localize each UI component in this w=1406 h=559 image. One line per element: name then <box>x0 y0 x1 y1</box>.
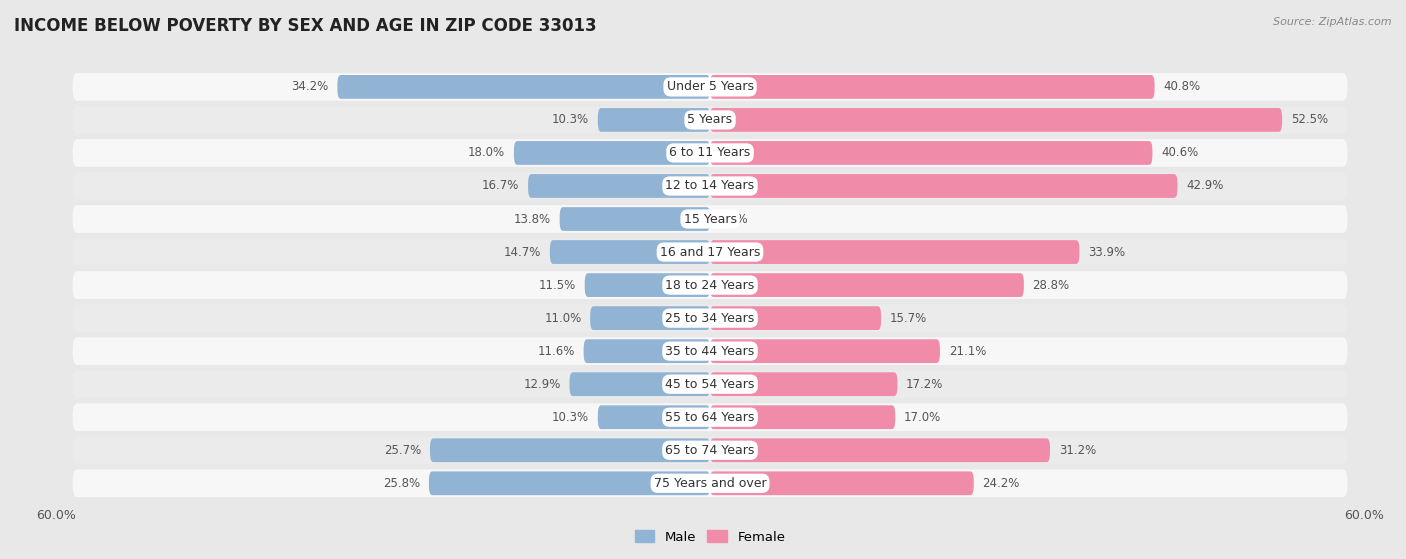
Text: 11.6%: 11.6% <box>537 345 575 358</box>
Text: 13.8%: 13.8% <box>513 212 551 225</box>
Text: 25.7%: 25.7% <box>384 444 422 457</box>
FancyBboxPatch shape <box>73 139 1347 167</box>
Text: 28.8%: 28.8% <box>1032 278 1070 292</box>
Text: 65 to 74 Years: 65 to 74 Years <box>665 444 755 457</box>
Text: 15.7%: 15.7% <box>890 311 927 325</box>
Text: 34.2%: 34.2% <box>291 80 329 93</box>
Text: 21.1%: 21.1% <box>949 345 986 358</box>
Text: 31.2%: 31.2% <box>1059 444 1095 457</box>
Text: 11.0%: 11.0% <box>544 311 582 325</box>
FancyBboxPatch shape <box>515 141 710 165</box>
Text: 16.7%: 16.7% <box>482 179 519 192</box>
FancyBboxPatch shape <box>73 404 1347 431</box>
FancyBboxPatch shape <box>73 238 1347 266</box>
Text: 75 Years and over: 75 Years and over <box>654 477 766 490</box>
Text: 55 to 64 Years: 55 to 64 Years <box>665 411 755 424</box>
Text: 12 to 14 Years: 12 to 14 Years <box>665 179 755 192</box>
FancyBboxPatch shape <box>710 273 1024 297</box>
FancyBboxPatch shape <box>73 304 1347 332</box>
Text: 18 to 24 Years: 18 to 24 Years <box>665 278 755 292</box>
Text: Source: ZipAtlas.com: Source: ZipAtlas.com <box>1274 17 1392 27</box>
FancyBboxPatch shape <box>710 372 897 396</box>
FancyBboxPatch shape <box>529 174 710 198</box>
Text: 5 Years: 5 Years <box>688 113 733 126</box>
Text: 17.0%: 17.0% <box>904 411 941 424</box>
FancyBboxPatch shape <box>73 337 1347 365</box>
FancyBboxPatch shape <box>585 273 710 297</box>
FancyBboxPatch shape <box>73 172 1347 200</box>
Text: 42.9%: 42.9% <box>1187 179 1223 192</box>
Text: 45 to 54 Years: 45 to 54 Years <box>665 378 755 391</box>
Text: 25.8%: 25.8% <box>382 477 420 490</box>
Text: 10.3%: 10.3% <box>553 113 589 126</box>
FancyBboxPatch shape <box>73 370 1347 398</box>
Text: 6 to 11 Years: 6 to 11 Years <box>669 146 751 159</box>
FancyBboxPatch shape <box>569 372 710 396</box>
FancyBboxPatch shape <box>73 470 1347 497</box>
FancyBboxPatch shape <box>710 339 941 363</box>
FancyBboxPatch shape <box>73 73 1347 101</box>
Text: 12.9%: 12.9% <box>523 378 561 391</box>
FancyBboxPatch shape <box>73 271 1347 299</box>
Text: 0.0%: 0.0% <box>718 212 748 225</box>
Text: 14.7%: 14.7% <box>503 245 541 259</box>
FancyBboxPatch shape <box>337 75 710 99</box>
FancyBboxPatch shape <box>598 405 710 429</box>
Text: 33.9%: 33.9% <box>1088 245 1125 259</box>
Text: 16 and 17 Years: 16 and 17 Years <box>659 245 761 259</box>
FancyBboxPatch shape <box>429 471 710 495</box>
Text: 40.8%: 40.8% <box>1163 80 1201 93</box>
FancyBboxPatch shape <box>73 205 1347 233</box>
FancyBboxPatch shape <box>710 306 882 330</box>
Text: 15 Years: 15 Years <box>683 212 737 225</box>
FancyBboxPatch shape <box>710 438 1050 462</box>
FancyBboxPatch shape <box>598 108 710 132</box>
Legend: Male, Female: Male, Female <box>630 525 790 549</box>
FancyBboxPatch shape <box>583 339 710 363</box>
FancyBboxPatch shape <box>710 471 974 495</box>
Text: 40.6%: 40.6% <box>1161 146 1198 159</box>
FancyBboxPatch shape <box>710 174 1177 198</box>
Text: 24.2%: 24.2% <box>983 477 1019 490</box>
FancyBboxPatch shape <box>73 106 1347 134</box>
FancyBboxPatch shape <box>430 438 710 462</box>
FancyBboxPatch shape <box>73 437 1347 464</box>
FancyBboxPatch shape <box>710 141 1153 165</box>
Text: INCOME BELOW POVERTY BY SEX AND AGE IN ZIP CODE 33013: INCOME BELOW POVERTY BY SEX AND AGE IN Z… <box>14 17 596 35</box>
FancyBboxPatch shape <box>560 207 710 231</box>
FancyBboxPatch shape <box>710 75 1154 99</box>
Text: 11.5%: 11.5% <box>538 278 576 292</box>
Text: 18.0%: 18.0% <box>468 146 505 159</box>
FancyBboxPatch shape <box>591 306 710 330</box>
FancyBboxPatch shape <box>550 240 710 264</box>
Text: 35 to 44 Years: 35 to 44 Years <box>665 345 755 358</box>
FancyBboxPatch shape <box>710 240 1080 264</box>
FancyBboxPatch shape <box>710 405 896 429</box>
Text: 52.5%: 52.5% <box>1291 113 1327 126</box>
Text: 10.3%: 10.3% <box>553 411 589 424</box>
Text: Under 5 Years: Under 5 Years <box>666 80 754 93</box>
FancyBboxPatch shape <box>710 108 1282 132</box>
Text: 17.2%: 17.2% <box>905 378 943 391</box>
Text: 25 to 34 Years: 25 to 34 Years <box>665 311 755 325</box>
